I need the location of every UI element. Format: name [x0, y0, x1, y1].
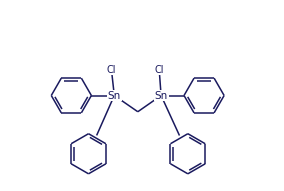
Text: Cl: Cl — [107, 65, 116, 75]
Text: Sn: Sn — [108, 91, 121, 100]
Text: Sn: Sn — [154, 91, 168, 100]
Text: Cl: Cl — [154, 65, 164, 75]
